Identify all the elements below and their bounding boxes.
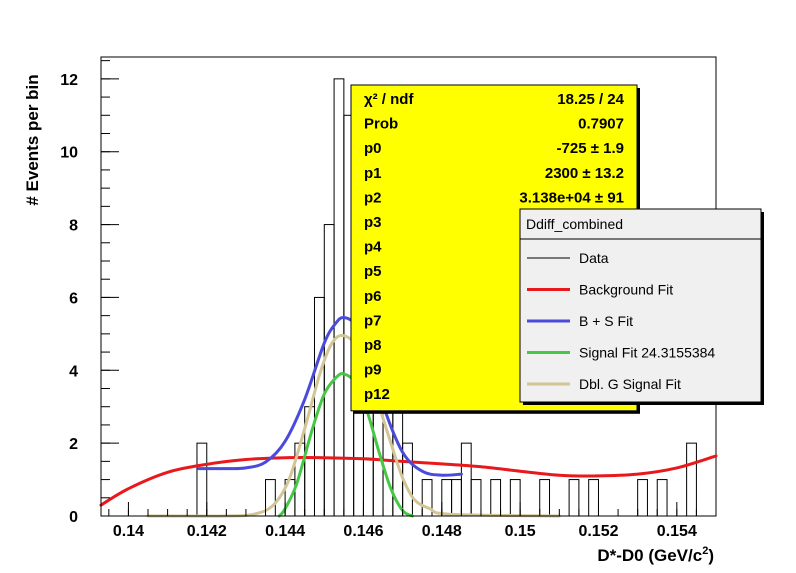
fit-curves-layer <box>99 315 718 518</box>
y-tick-label: 10 <box>60 145 78 162</box>
legend-background <box>519 208 762 403</box>
legend-entry-label: Background Fit <box>579 282 673 298</box>
stats-value: -725 ± 1.9 <box>557 140 624 157</box>
stats-label: χ² / ndf <box>364 91 414 108</box>
stats-label: p7 <box>364 312 382 329</box>
stats-label: p1 <box>364 165 382 182</box>
x-tick-label: 0.152 <box>578 523 618 540</box>
stats-label: p0 <box>364 140 382 157</box>
x-tick-label: 0.142 <box>187 523 227 540</box>
axes-layer: 0.14 0.142 0.144 0.146 0.148 0.15 0.152 0.154 0 2… <box>60 57 716 540</box>
series-dblg-signal-fit <box>146 333 561 518</box>
x-tick-label: 0.15 <box>505 523 536 540</box>
legend-title: Ddiff_combined <box>526 216 623 232</box>
series-signal-fit <box>277 372 414 518</box>
legend-box: Ddiff_combined Data Background Fit B + S Fi… <box>519 208 764 405</box>
x-tick-label: 0.146 <box>343 523 383 540</box>
x-axis-label: D*-D0 (GeV/c2) <box>597 545 714 565</box>
series-bs-fit <box>197 315 463 477</box>
x-tick-label: 0.148 <box>422 523 462 540</box>
y-tick-label: 12 <box>60 72 78 89</box>
stats-value: 0.7907 <box>578 116 624 133</box>
stats-label: p6 <box>364 288 382 305</box>
y-tick-label: 8 <box>69 218 78 235</box>
stats-label: p2 <box>364 189 382 206</box>
x-tick-label: 0.154 <box>657 523 697 540</box>
stats-label: p3 <box>364 214 382 231</box>
x-axis-label-close: ) <box>708 546 714 565</box>
stats-label: Prob <box>364 116 398 133</box>
legend-entry-label: Dbl. G Signal Fit <box>579 376 681 392</box>
stats-label: p5 <box>364 263 382 280</box>
legend-entry-label: Data <box>579 250 609 266</box>
y-tick-label: 0 <box>69 509 78 526</box>
y-axis-label: # Events per bin <box>23 74 42 205</box>
stats-value: 2300 ± 13.2 <box>545 165 624 182</box>
stats-value: 3.138e+04 ± 91 <box>519 189 624 206</box>
y-tick-label: 4 <box>69 363 78 380</box>
stats-label: p4 <box>364 239 382 256</box>
x-axis-label-sup: 2 <box>702 545 708 557</box>
stats-label: p12 <box>364 386 390 403</box>
x-tick-label: 0.14 <box>113 523 144 540</box>
x-tick-label: 0.144 <box>265 523 305 540</box>
x-axis-label-main: D*-D0 (GeV/c <box>597 546 702 565</box>
y-tick-label: 6 <box>69 290 78 307</box>
series-background-fit <box>99 454 718 507</box>
y-tick-label: 2 <box>69 436 78 453</box>
legend-entry-label: B + S Fit <box>579 313 633 329</box>
legend-entry-label: Signal Fit 24.3155384 <box>579 345 715 361</box>
stats-label: p8 <box>364 337 382 354</box>
stats-label: p9 <box>364 362 382 379</box>
stats-value: 18.25 / 24 <box>557 91 624 108</box>
